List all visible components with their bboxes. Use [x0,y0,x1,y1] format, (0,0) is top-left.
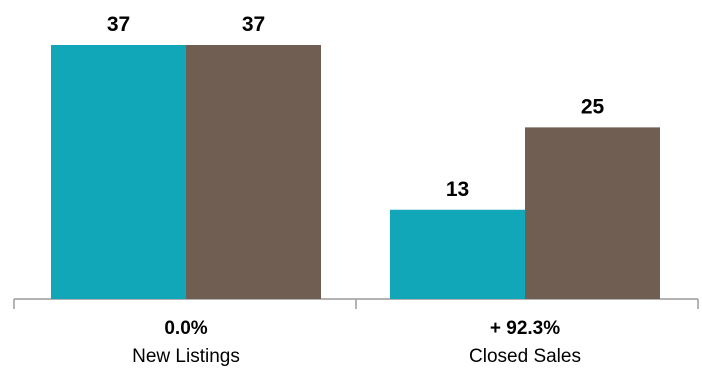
bar-value-label: 13 [446,178,469,201]
bar-0-1 [186,45,321,299]
data-labels-group: 37 37 13 25 [107,13,605,201]
bar-0-0 [51,45,186,299]
category-change-new-listings: 0.0% [164,318,207,339]
bar-1-0 [390,209,525,299]
bar-value-label: 37 [242,13,265,36]
bar-1-1 [525,127,660,299]
category-change-closed-sales: + 92.3% [490,318,560,339]
category-group: 0.0% New Listings [132,318,240,367]
category-name-closed-sales: Closed Sales [469,346,581,367]
bar-value-label: 25 [581,95,605,118]
category-group: + 92.3% Closed Sales [469,318,581,367]
category-name-new-listings: New Listings [132,346,240,367]
bars-group [51,45,660,299]
bar-value-label: 37 [107,13,130,36]
